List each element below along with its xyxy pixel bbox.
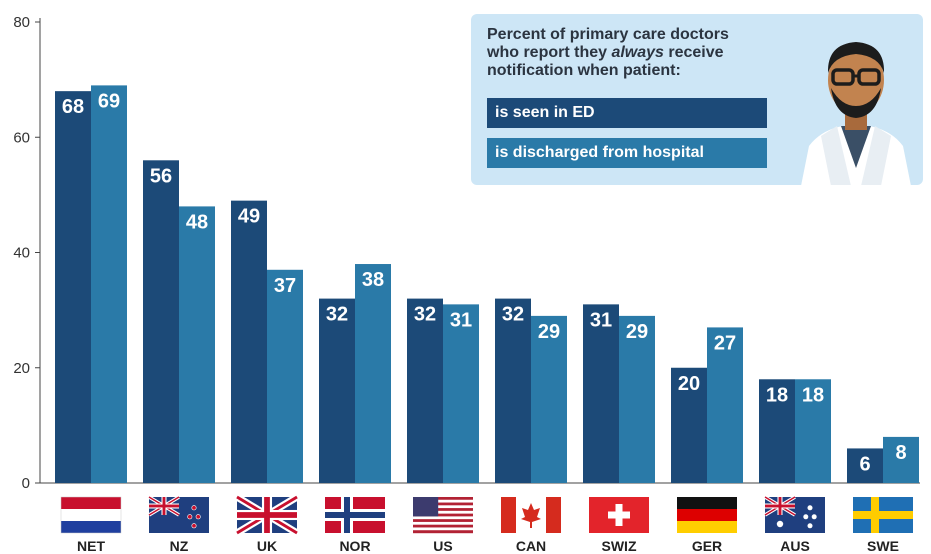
data-label: 27 xyxy=(714,332,736,354)
data-label: 48 xyxy=(186,211,208,233)
data-label: 31 xyxy=(450,309,472,331)
x-tick-label: AUS xyxy=(780,538,810,554)
legend-title: Percent of primary care doctors who repo… xyxy=(487,26,787,80)
bar-swe-seen-in-ed xyxy=(847,448,883,483)
legend-item-seen-in-ed: is seen in ED xyxy=(487,98,767,128)
bar-nz-seen-in-ed xyxy=(143,160,179,484)
data-label: 18 xyxy=(802,384,824,406)
sweden-flag xyxy=(853,497,913,533)
x-tick-label: NET xyxy=(77,538,105,554)
bar-swiz-discharged xyxy=(619,315,655,483)
y-tick-label: 20 xyxy=(13,360,30,377)
bar-nor-seen-in-ed xyxy=(319,298,355,483)
y-tick-label: 60 xyxy=(13,129,30,146)
data-label: 37 xyxy=(274,275,296,297)
y-tick-label: 0 xyxy=(22,475,30,492)
us-flag xyxy=(413,497,473,534)
bar-swiz-seen-in-ed xyxy=(583,304,619,483)
data-label: 18 xyxy=(766,384,788,406)
bar-nor-discharged xyxy=(355,264,391,483)
bar-ger-seen-in-ed xyxy=(671,367,707,483)
y-tick-label: 40 xyxy=(13,245,30,262)
legend-title-line1: Percent of primary care doctors xyxy=(487,26,729,43)
x-tick-label: GER xyxy=(692,538,722,554)
x-tick-label: SWE xyxy=(867,538,899,554)
x-tick-label: NOR xyxy=(339,538,370,554)
australia-flag xyxy=(764,495,825,533)
bar-uk-seen-in-ed xyxy=(231,200,267,483)
data-label: 32 xyxy=(414,304,436,326)
data-label: 20 xyxy=(678,373,700,395)
switzerland-flag xyxy=(589,497,649,533)
data-label: 8 xyxy=(895,442,906,464)
bar-us-seen-in-ed xyxy=(407,298,443,483)
bar-aus-discharged xyxy=(795,379,831,483)
bar-net-seen-in-ed xyxy=(55,91,91,484)
data-label: 29 xyxy=(538,321,560,343)
legend-item-discharged: is discharged from hospital xyxy=(487,138,767,168)
x-tick-label: CAN xyxy=(516,538,546,554)
data-label: 38 xyxy=(362,269,384,291)
legend-title-line2: who report they always receive xyxy=(487,44,724,61)
data-label: 68 xyxy=(62,96,84,118)
new-zealand-flag xyxy=(148,495,209,533)
norway-flag xyxy=(325,497,385,533)
bar-us-discharged xyxy=(443,304,479,483)
legend-title-line3: notification when patient: xyxy=(487,62,681,79)
bar-uk-discharged xyxy=(267,269,303,483)
x-tick-label: NZ xyxy=(170,538,189,554)
data-label: 49 xyxy=(238,206,260,228)
canada-flag xyxy=(501,497,561,533)
uk-flag xyxy=(235,493,299,537)
bar-can-seen-in-ed xyxy=(495,298,531,483)
bar-aus-seen-in-ed xyxy=(759,379,795,483)
data-label: 32 xyxy=(502,304,524,326)
data-label: 29 xyxy=(626,321,648,343)
x-tick-label: US xyxy=(433,538,452,554)
bar-ger-discharged xyxy=(707,327,743,483)
bar-net-discharged xyxy=(91,85,127,483)
germany-flag xyxy=(677,497,737,533)
bar-can-discharged xyxy=(531,315,567,483)
legend: Percent of primary care doctors who repo… xyxy=(471,14,923,185)
bar-nz-discharged xyxy=(179,206,215,483)
y-tick-label: 80 xyxy=(13,14,30,31)
data-label: 69 xyxy=(98,90,120,112)
data-label: 32 xyxy=(326,304,348,326)
x-tick-label: UK xyxy=(257,538,277,554)
x-tick-label: SWIZ xyxy=(602,538,637,554)
data-label: 6 xyxy=(859,453,870,475)
doctor-icon xyxy=(801,42,911,185)
data-label: 31 xyxy=(590,309,612,331)
data-label: 56 xyxy=(150,165,172,187)
netherlands-flag xyxy=(60,496,122,534)
bar-swe-discharged xyxy=(883,436,919,483)
